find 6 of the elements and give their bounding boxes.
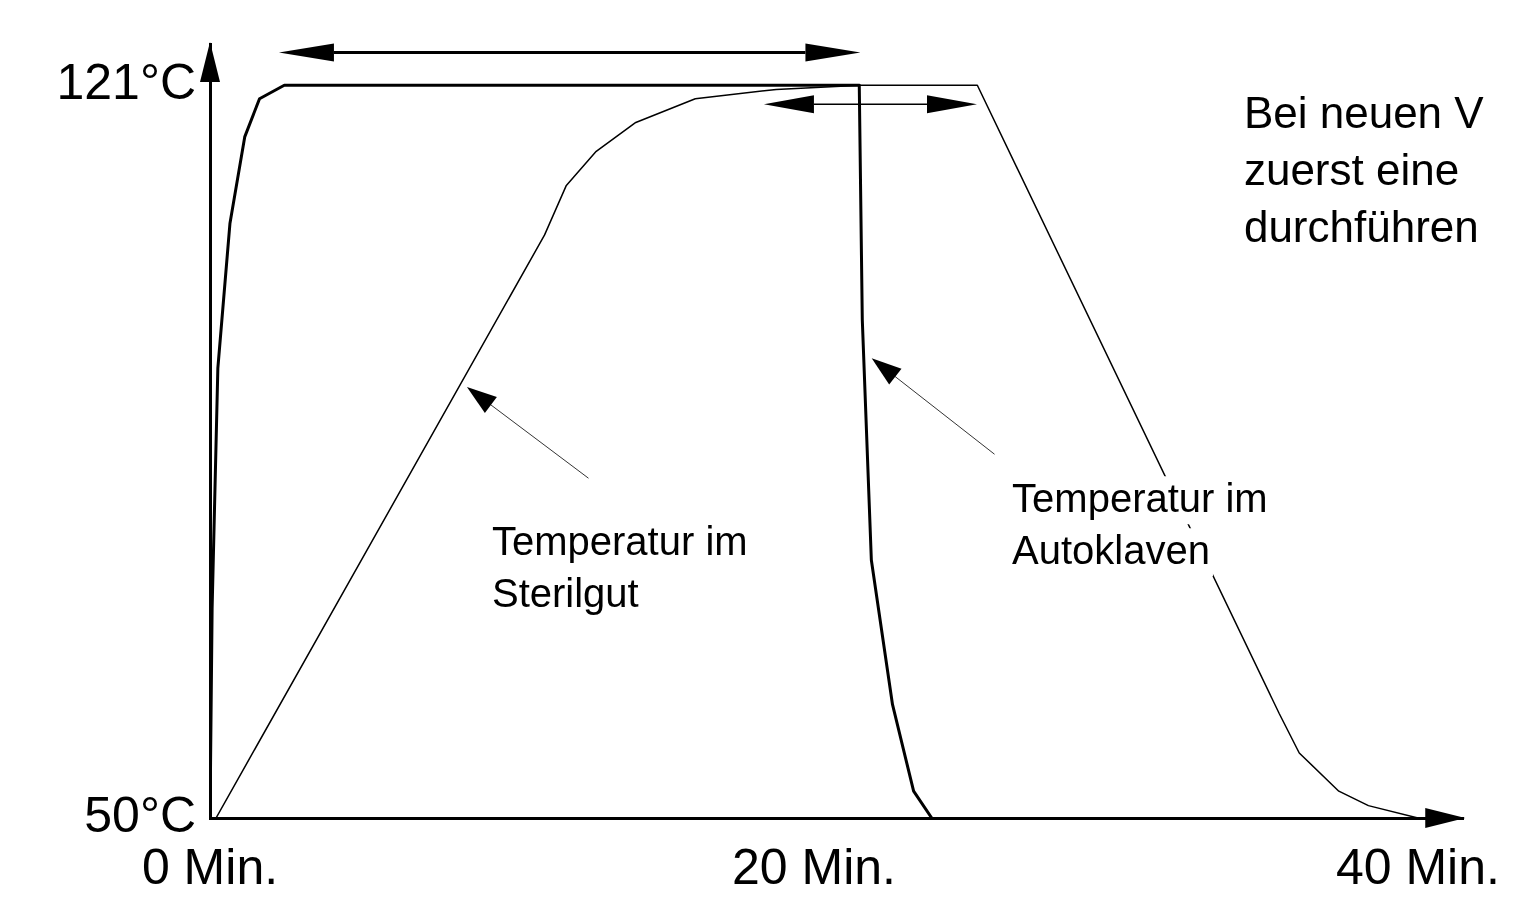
annotation: Temperatur im Sterilgut [491, 518, 748, 615]
x-tick-label: 20 Min. [731, 838, 896, 895]
x-tick-label: 40 Min. [1335, 838, 1500, 895]
y-tick-label: 121°C [56, 54, 196, 111]
annotation: Temperatur im Autoklaven [1012, 476, 1268, 573]
annotation: Bei neuen V zuerst eine durchführen [1243, 87, 1485, 251]
